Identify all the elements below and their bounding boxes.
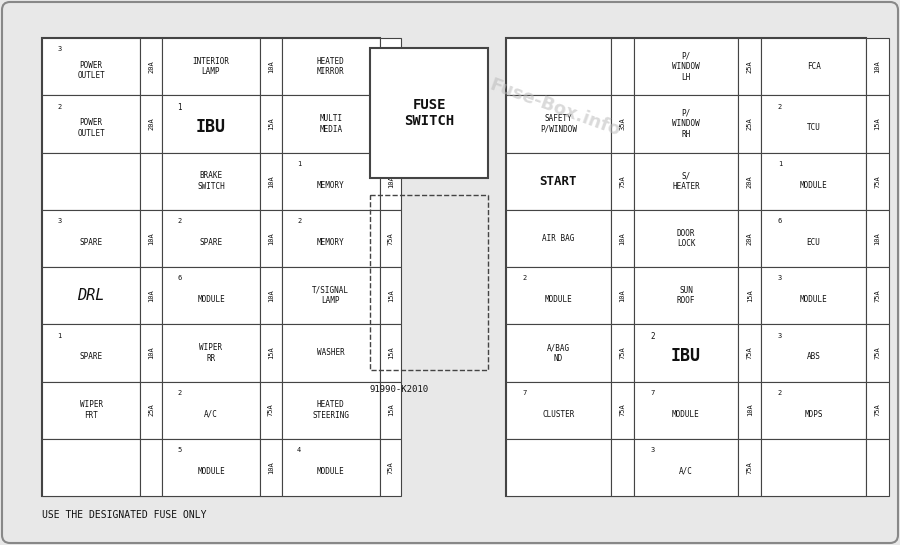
Text: P/
WINDOW
RH: P/ WINDOW RH: [672, 109, 700, 139]
Bar: [506, 267, 611, 324]
Bar: [866, 95, 888, 153]
Text: IBU: IBU: [671, 347, 701, 365]
Text: 6: 6: [778, 218, 782, 224]
Text: MODULE: MODULE: [317, 467, 345, 476]
Bar: [140, 267, 162, 324]
Text: 7: 7: [651, 390, 654, 396]
Text: 1: 1: [297, 161, 302, 167]
Bar: [634, 38, 738, 95]
Bar: [634, 439, 738, 496]
Bar: [42, 210, 140, 267]
Bar: [162, 267, 260, 324]
Text: DOOR
LOCK: DOOR LOCK: [677, 229, 695, 248]
Bar: [162, 38, 260, 95]
Bar: [42, 324, 140, 381]
Bar: [761, 210, 866, 267]
Bar: [162, 382, 260, 439]
Text: TCU: TCU: [806, 123, 821, 132]
Text: 3: 3: [778, 275, 782, 281]
Bar: [260, 267, 282, 324]
Text: IBU: IBU: [196, 118, 226, 136]
Text: 15A: 15A: [268, 347, 274, 359]
Text: FCA: FCA: [806, 62, 821, 71]
Text: 15A: 15A: [388, 404, 393, 416]
Text: 75A: 75A: [388, 461, 393, 474]
Text: 75A: 75A: [875, 404, 880, 416]
Text: 35A: 35A: [619, 118, 625, 130]
Bar: [738, 382, 761, 439]
Bar: [380, 210, 401, 267]
Text: 6: 6: [177, 275, 182, 281]
Text: AIR BAG: AIR BAG: [542, 234, 574, 243]
Text: 75A: 75A: [619, 347, 625, 359]
Bar: [42, 153, 140, 210]
Text: 2: 2: [778, 390, 782, 396]
Bar: [611, 324, 634, 381]
Text: POWER
OUTLET: POWER OUTLET: [77, 118, 105, 137]
Text: A/C: A/C: [680, 467, 693, 476]
Text: DRL: DRL: [77, 288, 105, 303]
Text: 10A: 10A: [388, 60, 393, 73]
Text: 10A: 10A: [148, 232, 154, 245]
Bar: [634, 210, 738, 267]
Bar: [506, 324, 611, 381]
Text: 1: 1: [58, 332, 62, 338]
Bar: [738, 153, 761, 210]
Text: 10A: 10A: [875, 60, 880, 73]
Text: MODULE: MODULE: [672, 410, 700, 419]
Text: Fuse-Box.info: Fuse-Box.info: [487, 76, 623, 140]
Text: 75A: 75A: [388, 232, 393, 245]
Bar: [634, 95, 738, 153]
Text: 1: 1: [177, 104, 182, 112]
Text: 3: 3: [58, 218, 62, 224]
Bar: [282, 382, 380, 439]
Bar: [506, 382, 611, 439]
Bar: [260, 153, 282, 210]
Bar: [380, 382, 401, 439]
Bar: [380, 153, 401, 210]
Bar: [761, 153, 866, 210]
Text: MODULE: MODULE: [800, 295, 827, 304]
Bar: [634, 324, 738, 381]
Text: SAFETY
P/WINDOW: SAFETY P/WINDOW: [540, 114, 577, 134]
Text: 75A: 75A: [619, 175, 625, 187]
Bar: [42, 439, 140, 496]
Text: 10A: 10A: [875, 232, 880, 245]
Text: 4: 4: [297, 447, 302, 453]
Bar: [140, 153, 162, 210]
Text: 75A: 75A: [619, 404, 625, 416]
Text: 10A: 10A: [268, 60, 274, 73]
Text: 25A: 25A: [747, 118, 752, 130]
Bar: [866, 153, 888, 210]
Bar: [761, 38, 866, 95]
Text: 20A: 20A: [148, 118, 154, 130]
Bar: [761, 95, 866, 153]
Text: 25A: 25A: [148, 404, 154, 416]
Text: 10A: 10A: [619, 289, 625, 302]
Text: ECU: ECU: [806, 238, 821, 247]
Bar: [634, 382, 738, 439]
Text: INTERIOR
LAMP: INTERIOR LAMP: [193, 57, 230, 76]
Text: FUSE
SWITCH: FUSE SWITCH: [404, 98, 454, 128]
Bar: [162, 153, 260, 210]
Text: 2: 2: [297, 218, 302, 224]
Text: MEMORY: MEMORY: [317, 238, 345, 247]
Text: 10A: 10A: [388, 175, 393, 187]
Text: 91990-K2010: 91990-K2010: [370, 385, 429, 394]
Bar: [260, 439, 282, 496]
Bar: [761, 382, 866, 439]
Bar: [866, 382, 888, 439]
Text: HEATED
MIRROR: HEATED MIRROR: [317, 57, 345, 76]
Text: 15A: 15A: [388, 289, 393, 302]
Text: 15A: 15A: [268, 118, 274, 130]
Text: P/
WINDOW
LH: P/ WINDOW LH: [672, 52, 700, 82]
Text: S/
HEATER: S/ HEATER: [672, 172, 700, 191]
Bar: [162, 324, 260, 381]
Bar: [140, 324, 162, 381]
Bar: [738, 210, 761, 267]
Text: CLUSTER: CLUSTER: [542, 410, 574, 419]
Text: 20A: 20A: [388, 118, 393, 130]
Bar: [611, 267, 634, 324]
Text: SPARE: SPARE: [80, 238, 103, 247]
